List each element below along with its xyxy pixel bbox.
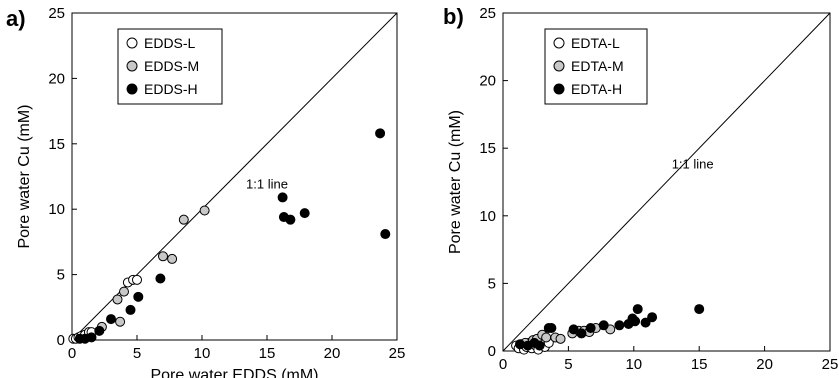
data-point (86, 332, 97, 343)
data-point (167, 253, 178, 264)
series-edds-h (74, 128, 391, 344)
data-point (199, 205, 210, 216)
data-point (541, 332, 552, 343)
y-tick-label: 10 (48, 201, 65, 218)
data-point (132, 274, 142, 285)
panel-a: a) 0 5 10 15 20 25 0 5 10 15 20 25 Pore water EDDS (m… (6, 5, 405, 378)
data-point (106, 314, 116, 325)
x-axis-title: Pore water EDDS (mM) (150, 367, 318, 378)
legend-label: EDTA-H (571, 81, 622, 97)
data-point (640, 317, 651, 328)
data-point (112, 294, 123, 305)
legend-label: EDTA-L (571, 35, 620, 51)
legend-marker (553, 60, 565, 72)
series-edta-h (515, 304, 705, 351)
data-point (630, 316, 641, 327)
y-tick-label: 5 (488, 275, 496, 292)
legend-label: EDDS-M (144, 58, 199, 74)
x-tick-label: 25 (822, 356, 839, 373)
x-tick-label: 0 (499, 356, 507, 373)
data-point (555, 333, 566, 344)
data-point (277, 192, 288, 203)
data-point (598, 320, 609, 331)
plot-frame (71, 12, 398, 341)
data-point (285, 214, 296, 225)
y-tick-label: 0 (57, 332, 65, 349)
data-point (299, 208, 310, 219)
one-to-one-line (502, 12, 831, 352)
x-tick-label: 10 (194, 345, 211, 362)
data-point (576, 328, 587, 339)
legend-marker (126, 60, 138, 72)
x-tick-label: 15 (259, 345, 276, 362)
data-point (585, 323, 596, 334)
legend-marker (126, 83, 138, 95)
data-point (568, 324, 579, 335)
data-point (125, 304, 136, 315)
y-tick-label: 15 (48, 136, 65, 153)
y-tick-label: 25 (479, 5, 496, 22)
legend-label: EDTA-M (571, 58, 624, 74)
data-point (380, 229, 391, 240)
one-to-one-line-label: 1:1 line (672, 156, 714, 171)
y-tick-label: 20 (479, 73, 496, 90)
data-point (534, 340, 545, 351)
legend-marker (553, 83, 565, 95)
y-tick-label: 10 (479, 208, 496, 225)
legend-label: EDDS-L (144, 35, 196, 51)
data-point (694, 304, 705, 315)
y-tick-label: 15 (479, 140, 496, 157)
data-point (632, 304, 643, 315)
data-point (133, 291, 144, 302)
data-point (158, 251, 168, 262)
x-tick-label: 0 (68, 345, 76, 362)
y-tick-label: 0 (488, 343, 496, 360)
one-to-one-line-label: 1:1 line (246, 176, 288, 191)
x-tick-label: 5 (133, 345, 141, 362)
data-point (178, 214, 189, 225)
y-tick-label: 5 (57, 267, 65, 284)
legend-label: EDDS-H (144, 81, 198, 97)
data-point (647, 312, 658, 323)
x-tick-label: 20 (756, 356, 773, 373)
data-point (119, 286, 129, 297)
data-point (115, 316, 126, 327)
data-point (546, 323, 557, 334)
plot-frame (502, 12, 831, 352)
legend-marker (126, 37, 138, 49)
y-tick-label: 20 (48, 70, 65, 87)
x-tick-label: 20 (324, 345, 341, 362)
legend-marker (553, 37, 565, 49)
x-tick-label: 10 (625, 356, 642, 373)
y-axis-title: Pore water Cu (mM) (447, 110, 464, 254)
data-point (155, 273, 166, 284)
legend: EDDS-L EDDS-M EDDS-H (117, 28, 223, 105)
panel-label: b) (443, 4, 464, 29)
x-tick-label: 5 (564, 356, 572, 373)
data-point (94, 325, 105, 336)
y-axis-title: Pore water Cu (mM) (16, 104, 33, 248)
series-edds-m (96, 205, 210, 332)
x-tick-label: 25 (389, 345, 406, 362)
panel-label: a) (6, 6, 26, 31)
x-tick-label: 15 (691, 356, 708, 373)
data-point (375, 128, 386, 139)
legend: EDTA-L EDTA-M EDTA-H (544, 28, 648, 105)
data-point (614, 320, 625, 331)
y-tick-label: 25 (48, 5, 65, 22)
